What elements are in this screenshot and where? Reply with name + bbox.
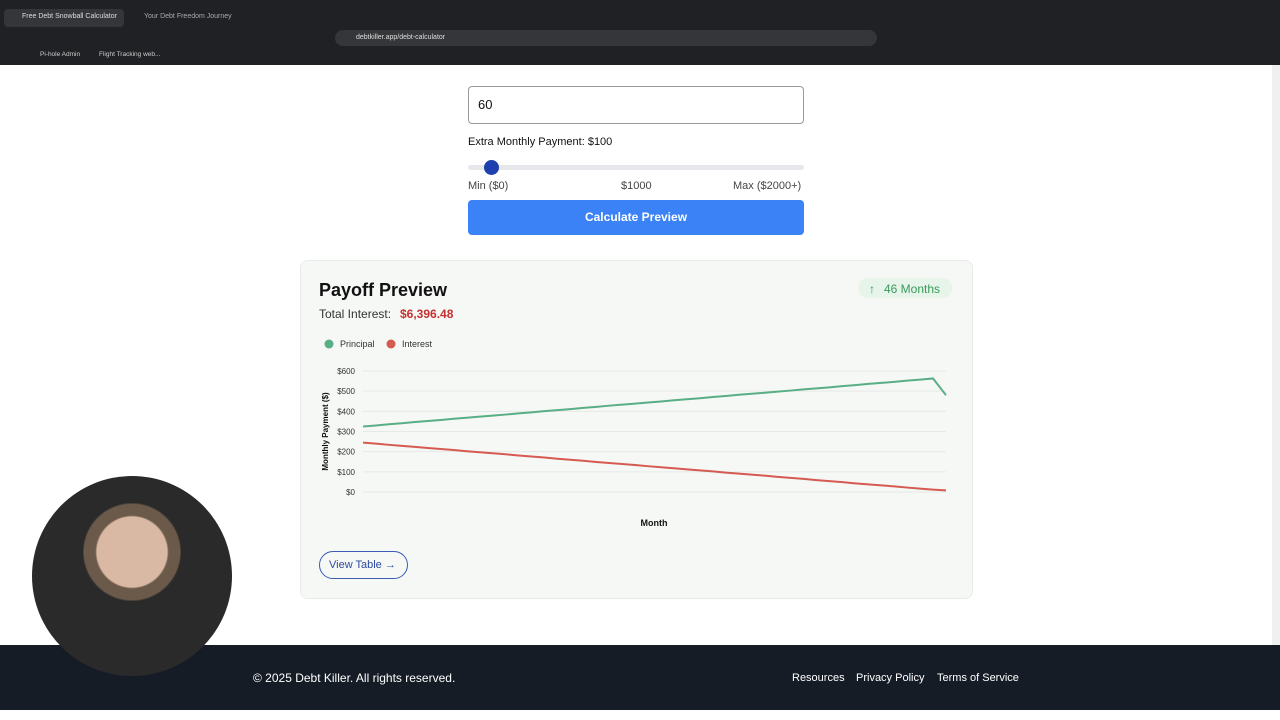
legend-label: Principal bbox=[340, 339, 375, 349]
footer-link[interactable]: Resources bbox=[792, 672, 845, 684]
footer-link[interactable]: Terms of Service bbox=[937, 672, 1019, 684]
tab-title[interactable]: Your Debt Freedom Journey bbox=[144, 13, 232, 20]
interest-value: $6,396.48 bbox=[400, 307, 454, 321]
slider-label: Extra Monthly Payment: $100 bbox=[468, 136, 613, 148]
tab-title[interactable]: Free Debt Snowball Calculator bbox=[22, 13, 117, 20]
interest-label: Total Interest: bbox=[319, 307, 392, 321]
bookmark[interactable]: Pi-hole Admin bbox=[40, 51, 81, 58]
slider-track[interactable] bbox=[468, 165, 804, 170]
footer-link[interactable]: Privacy Policy bbox=[856, 672, 925, 684]
tab-active[interactable] bbox=[4, 9, 124, 27]
y-tick-label: $600 bbox=[337, 367, 355, 376]
bookmark[interactable]: Flight Tracking web... bbox=[99, 51, 161, 58]
slider-min: Min ($0) bbox=[468, 180, 509, 192]
legend-label: Interest bbox=[402, 339, 433, 349]
copyright: © 2025 Debt Killer. All rights reserved. bbox=[253, 671, 456, 685]
footer: © 2025 Debt Killer. All rights reserved.… bbox=[0, 645, 1280, 710]
chart: $0 $100 $200 $300 $400 $500 $600 Month Monthly P… bbox=[321, 339, 947, 528]
slider-mid: $1000 bbox=[621, 180, 652, 192]
legend-marker bbox=[386, 339, 396, 349]
preview-card bbox=[300, 260, 973, 599]
y-tick-label: $300 bbox=[337, 428, 355, 437]
slider-thumb[interactable] bbox=[484, 160, 499, 175]
card-title: Payoff Preview bbox=[319, 280, 448, 300]
badge bbox=[858, 278, 952, 298]
browser-chrome: Free Debt Snowball Calculator Your Debt … bbox=[0, 0, 1280, 65]
slider-max: Max ($2000+) bbox=[733, 180, 802, 192]
y-tick-label: $100 bbox=[337, 468, 355, 477]
y-axis-title: Monthly Payment ($) bbox=[321, 392, 330, 471]
address-bar[interactable] bbox=[335, 30, 877, 46]
view-table-text[interactable]: View Table bbox=[329, 559, 382, 571]
y-tick-label: $200 bbox=[337, 448, 355, 457]
legend-marker bbox=[324, 339, 334, 349]
x-axis-title: Month bbox=[641, 518, 668, 528]
input-value[interactable]: 60 bbox=[478, 97, 493, 112]
y-tick-label: $500 bbox=[337, 387, 355, 396]
calculate-button[interactable]: Calculate Preview bbox=[468, 200, 804, 235]
text-input[interactable] bbox=[468, 86, 804, 124]
view-table-button[interactable]: View Table → bbox=[319, 551, 408, 579]
line-series bbox=[362, 441, 947, 492]
y-tick-label: $400 bbox=[337, 407, 355, 416]
webcam-overlay bbox=[32, 476, 232, 676]
badge-text: 46 Months bbox=[884, 282, 941, 296]
scrollbar[interactable] bbox=[1272, 65, 1280, 645]
line-series bbox=[362, 377, 947, 428]
url[interactable]: debtkiller.app/debt-calculator bbox=[356, 34, 446, 41]
y-tick-label: $0 bbox=[346, 488, 355, 497]
badge-arrow: ↑ bbox=[869, 282, 875, 296]
